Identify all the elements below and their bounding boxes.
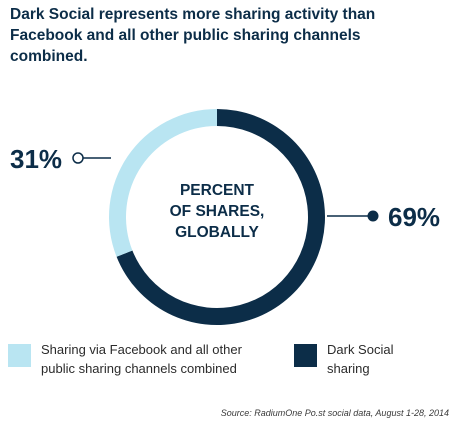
leader-dot-69 bbox=[367, 210, 379, 222]
legend-label: Dark Social sharing bbox=[327, 340, 393, 378]
donut-chart: 31% 69% PERCENT OF SHARES, GLOBALLY bbox=[10, 109, 440, 325]
legend-label-line: Dark Social bbox=[327, 342, 394, 357]
slice-label-69: 69% bbox=[388, 202, 440, 232]
legend-item-dark-social: Dark Social sharing bbox=[294, 340, 393, 378]
slice-label-31: 31% bbox=[10, 144, 62, 174]
legend-label-line: Sharing via Facebook and all other bbox=[41, 342, 242, 357]
center-label-line: OF SHARES, bbox=[170, 203, 265, 220]
title-line: Facebook and all other public sharing ch… bbox=[10, 27, 361, 44]
center-label-line: PERCENT bbox=[180, 182, 255, 199]
legend-swatch-dark bbox=[294, 344, 317, 367]
source-note: Source: RadiumOne Po.st social data, Aug… bbox=[220, 408, 449, 418]
legend-label-line: public sharing channels combined bbox=[41, 361, 237, 376]
title-line: Dark Social represents more sharing acti… bbox=[10, 6, 376, 23]
leader-dot-31 bbox=[72, 152, 84, 164]
title-line: combined. bbox=[10, 48, 88, 65]
legend-item-facebook: Sharing via Facebook and all other publi… bbox=[8, 340, 242, 378]
legend-swatch-light bbox=[8, 344, 31, 367]
legend-label-line: sharing bbox=[327, 361, 370, 376]
center-label-line: GLOBALLY bbox=[175, 224, 259, 241]
chart-title: Dark Social represents more sharing acti… bbox=[10, 4, 450, 67]
donut-slice-facebook bbox=[108, 109, 217, 257]
legend-label: Sharing via Facebook and all other publi… bbox=[41, 340, 242, 378]
